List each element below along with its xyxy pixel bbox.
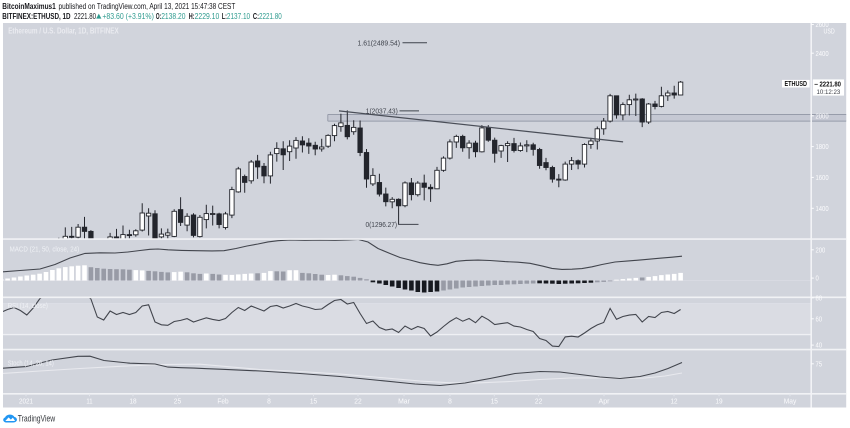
svg-text:22: 22 bbox=[535, 396, 542, 405]
svg-text:L:: L: bbox=[222, 11, 227, 21]
svg-text:12: 12 bbox=[671, 396, 678, 405]
svg-text:19: 19 bbox=[715, 396, 722, 405]
svg-text:75: 75 bbox=[816, 359, 823, 368]
svg-text:1600: 1600 bbox=[816, 173, 829, 182]
svg-text:8: 8 bbox=[267, 396, 271, 405]
svg-text:1800: 1800 bbox=[816, 142, 829, 151]
svg-text:2000: 2000 bbox=[816, 111, 829, 120]
svg-text:RSI (14, close): RSI (14, close) bbox=[8, 301, 48, 310]
svg-text:2600: 2600 bbox=[816, 20, 829, 29]
svg-text:40: 40 bbox=[816, 341, 823, 350]
svg-text:published on TradingView.com,: published on TradingView.com, April 13, … bbox=[59, 1, 236, 11]
svg-text:Stoch (14, 26, 14): Stoch (14, 26, 14) bbox=[8, 359, 54, 368]
svg-text:Feb: Feb bbox=[217, 396, 228, 405]
svg-text:2229.10: 2229.10 bbox=[195, 11, 220, 21]
svg-text:22: 22 bbox=[354, 396, 361, 405]
svg-text:60: 60 bbox=[816, 314, 823, 323]
svg-text:1.61(2489.54): 1.61(2489.54) bbox=[358, 39, 401, 48]
svg-text:2138.20: 2138.20 bbox=[161, 11, 185, 21]
svg-text:ETHUSD: ETHUSD bbox=[785, 81, 808, 88]
svg-text:2021: 2021 bbox=[19, 396, 33, 405]
svg-text:15: 15 bbox=[491, 396, 498, 405]
svg-text:Apr: Apr bbox=[599, 396, 610, 405]
svg-text:H:: H: bbox=[189, 11, 195, 21]
svg-text:MACD (21, 50, close, 24): MACD (21, 50, close, 24) bbox=[10, 245, 80, 254]
svg-text:1400: 1400 bbox=[816, 204, 829, 213]
svg-text:18: 18 bbox=[129, 396, 136, 405]
svg-text:8: 8 bbox=[448, 396, 452, 405]
svg-text:2221.80: 2221.80 bbox=[259, 11, 282, 21]
svg-text:BitcoinMaximus1: BitcoinMaximus1 bbox=[2, 1, 56, 11]
svg-text:BITFINEX:ETHUSD, 1D: BITFINEX:ETHUSD, 1D bbox=[2, 11, 70, 21]
svg-text:15: 15 bbox=[310, 396, 317, 405]
svg-text:25: 25 bbox=[174, 396, 181, 405]
svg-text:May: May bbox=[784, 396, 797, 405]
svg-text:2221.80: 2221.80 bbox=[74, 11, 96, 21]
svg-text:10:12:23: 10:12:23 bbox=[817, 89, 841, 96]
svg-text:1(2037.43): 1(2037.43) bbox=[366, 107, 398, 116]
svg-text:Mar: Mar bbox=[398, 396, 410, 405]
svg-text:‒ 2221.80: ‒ 2221.80 bbox=[814, 80, 841, 89]
svg-text:+83.60 (+3.91%): +83.60 (+3.91%) bbox=[102, 11, 154, 21]
svg-text:2137.10: 2137.10 bbox=[227, 11, 250, 21]
svg-text:0: 0 bbox=[816, 274, 819, 283]
svg-text:2400: 2400 bbox=[816, 49, 829, 58]
svg-text:O:: O: bbox=[156, 11, 161, 21]
svg-text:Ethereum / U.S. Dollar, 1D, BI: Ethereum / U.S. Dollar, 1D, BITFINEX bbox=[8, 27, 119, 36]
svg-text:80: 80 bbox=[816, 293, 823, 302]
svg-text:0(1296.27): 0(1296.27) bbox=[366, 220, 398, 229]
svg-text:TradingView: TradingView bbox=[18, 413, 56, 424]
svg-text:200: 200 bbox=[816, 245, 826, 254]
svg-text:11: 11 bbox=[86, 396, 92, 405]
svg-text:USD: USD bbox=[824, 27, 836, 36]
svg-text:C:: C: bbox=[253, 11, 259, 21]
